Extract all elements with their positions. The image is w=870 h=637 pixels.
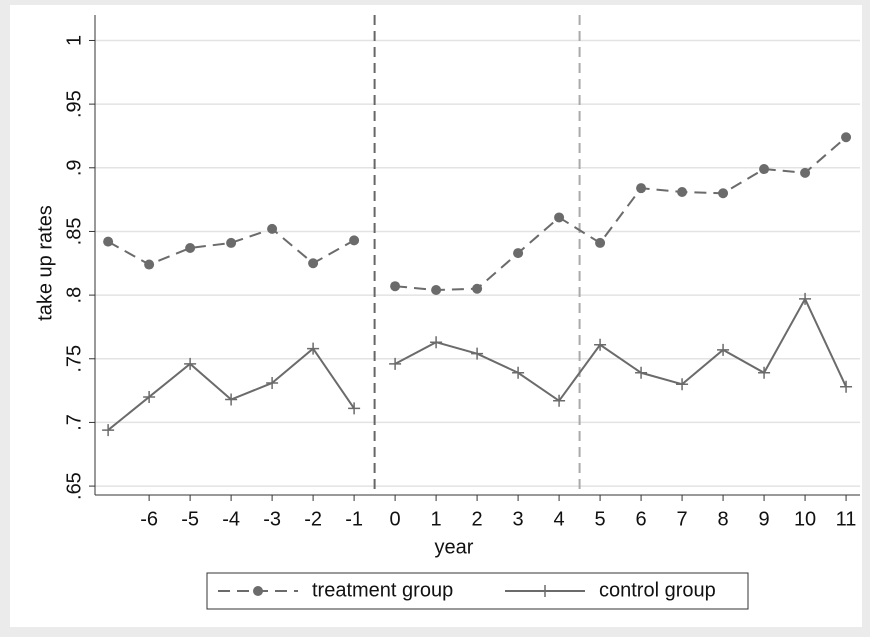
y-tick-label: .85: [63, 218, 85, 246]
y-tick-label: .8: [63, 287, 85, 304]
point: [800, 167, 811, 178]
legend-marker: [539, 585, 551, 597]
point: [102, 424, 115, 437]
point: [553, 394, 566, 407]
x-tick-label: 1: [431, 508, 442, 530]
point: [594, 338, 607, 351]
point: [226, 237, 237, 248]
point: [717, 343, 730, 356]
x-tick-label: -5: [181, 508, 199, 530]
x-tick-label: -3: [263, 508, 281, 530]
x-tick-label: 8: [718, 508, 729, 530]
point: [349, 235, 360, 246]
point: [103, 236, 114, 247]
point: [307, 342, 320, 355]
x-tick-label: 3: [513, 508, 524, 530]
point: [512, 366, 525, 379]
x-tick-label: 5: [595, 508, 606, 530]
point: [513, 248, 524, 259]
legend-box: [206, 572, 749, 610]
point: [799, 292, 812, 305]
point: [676, 378, 689, 391]
point: [471, 347, 484, 360]
point: [267, 223, 278, 234]
x-tick-label: 7: [677, 508, 688, 530]
point: [840, 380, 853, 393]
x-tick-label: 0: [390, 508, 401, 530]
point: [759, 164, 770, 175]
point: [635, 366, 648, 379]
x-tick-label: 10: [794, 508, 816, 530]
point: [389, 357, 402, 370]
legend-marker: [253, 586, 263, 596]
x-tick-label: 11: [836, 508, 857, 530]
point: [472, 283, 483, 294]
point: [266, 376, 279, 389]
point: [758, 366, 771, 379]
y-tick-label: 1: [63, 35, 85, 46]
x-tick-label: 2: [472, 508, 483, 530]
point: [718, 188, 729, 199]
graph-region: [10, 5, 862, 627]
point: [144, 259, 155, 270]
x-tick-label: 6: [636, 508, 647, 530]
y-tick-label: .65: [63, 472, 85, 500]
point: [677, 186, 688, 197]
x-tick-label: -2: [304, 508, 322, 530]
x-axis-label: year: [435, 536, 474, 558]
point: [225, 393, 238, 406]
point: [348, 402, 361, 415]
y-tick-label: .95: [63, 90, 85, 118]
legend-label: control group: [599, 579, 716, 601]
y-tick-label: .7: [63, 414, 85, 431]
point: [554, 212, 565, 223]
point: [185, 242, 196, 253]
y-tick-label: .75: [63, 345, 85, 373]
y-axis-label: take up rates: [34, 205, 56, 321]
x-tick-label: -6: [140, 508, 158, 530]
x-tick-label: 4: [554, 508, 565, 530]
point: [430, 336, 443, 349]
point: [595, 237, 606, 248]
point: [308, 258, 319, 269]
legend-label: treatment group: [312, 579, 453, 601]
point: [390, 281, 401, 292]
point: [431, 285, 442, 296]
point: [841, 132, 852, 143]
x-tick-label: 9: [759, 508, 770, 530]
point: [184, 357, 197, 370]
x-tick-label: -4: [222, 508, 240, 530]
x-tick-label: -1: [345, 508, 363, 530]
point: [143, 390, 156, 403]
y-tick-label: .9: [63, 159, 85, 176]
point: [636, 183, 647, 194]
